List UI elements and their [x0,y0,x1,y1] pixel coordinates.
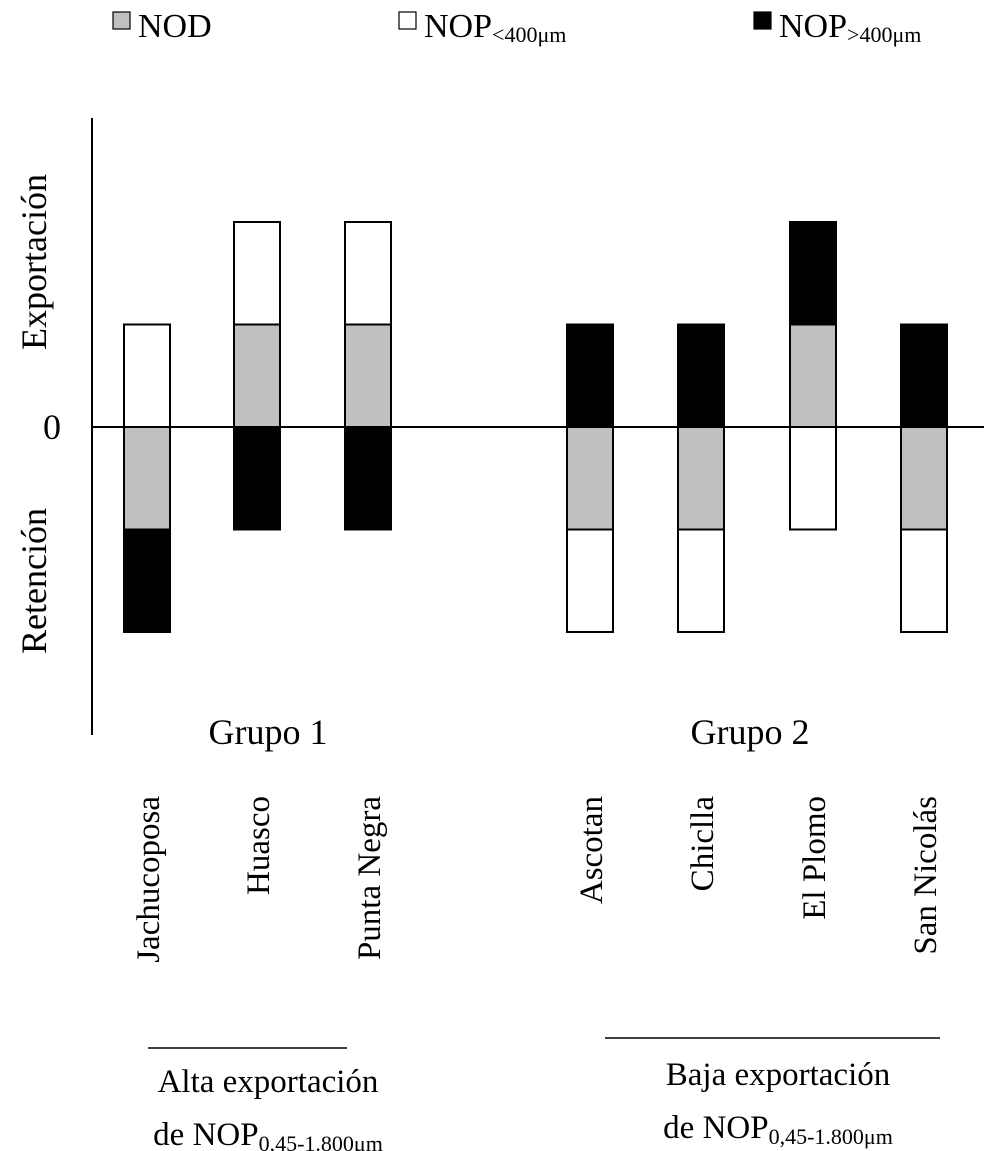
group-subtitle-line2-0: de NOP0,45-1.800μm [153,1117,383,1151]
category-label-6: San Nicolás [908,796,944,955]
bar-3-series-2 [566,323,614,428]
bar-6-series-0 [900,426,948,531]
category-label-5: El Plomo [797,796,833,920]
category-label-1: Huasco [241,796,277,895]
y-label-exportacion: Exportación [14,174,54,350]
bar-5-series-1 [789,426,837,531]
group-subtitle-line2-1: de NOP0,45-1.800μm [663,1110,893,1149]
bar-2-series-0 [344,323,392,428]
category-label-2: Punta Negra [352,796,388,960]
legend-label-2: NOP>400μm [779,8,921,47]
category-label-3: Ascotan [574,796,610,904]
bar-2-series-2 [344,426,392,531]
group-subtitle-line1-1: Baja exportación [666,1057,891,1093]
bar-5-series-0 [789,323,837,428]
bar-5-series-2 [789,221,837,326]
bar-1-series-1 [233,221,281,326]
y-label-retencion: Retención [14,508,54,654]
labels: Grupo 1 Grupo 2 Jachucoposa Huasco Punta Neg… [131,712,944,1151]
category-label-0: Jachucoposa [131,796,167,963]
bar-1-series-2 [233,426,281,531]
bar-4-series-0 [677,426,725,531]
group-label-0: Grupo 1 [209,712,328,752]
white-square-icon [398,11,417,30]
bar-0-series-1 [123,323,171,428]
bars [92,221,984,633]
bar-6-series-2 [900,323,948,428]
group-label-1: Grupo 2 [691,712,810,752]
bar-3-series-0 [566,426,614,531]
category-label-4: Chiclla [685,796,721,892]
legend: NOD NOP<400μm NOP>400μm [112,8,921,47]
gray-square-icon [112,11,131,30]
black-square-icon [753,11,772,30]
bar-1-series-0 [233,323,281,428]
group-subtitle-line1-0: Alta exportación [158,1064,379,1100]
zero-tick-label: 0 [43,407,61,447]
bar-6-series-1 [900,528,948,633]
bar-0-series-0 [123,426,171,531]
bar-0-series-2 [123,528,171,633]
legend-label-0: NOD [138,8,212,45]
bar-4-series-2 [677,323,725,428]
bar-3-series-1 [566,528,614,633]
bar-2-series-1 [344,221,392,326]
legend-label-1: NOP<400μm [424,8,566,47]
bar-4-series-1 [677,528,725,633]
